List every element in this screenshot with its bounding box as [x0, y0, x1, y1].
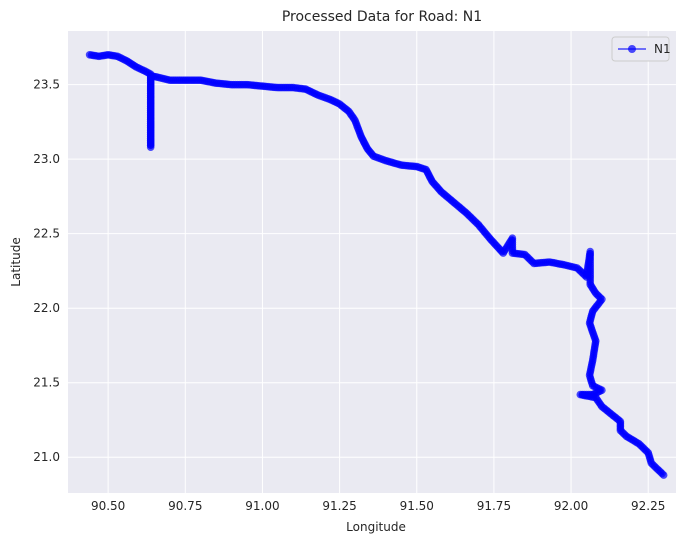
x-tick-label: 91.75 — [477, 499, 511, 513]
legend-label: N1 — [654, 42, 671, 56]
legend: N1 — [611, 36, 671, 62]
x-tick-label: 92.00 — [554, 499, 588, 513]
chart-title: Processed Data for Road: N1 — [282, 9, 482, 25]
y-axis-label: Latitude — [9, 237, 23, 286]
y-axis-ticks: 21.0 21.5 22.0 22.5 23.0 23.5 — [33, 78, 60, 465]
series-marker — [659, 471, 668, 479]
y-tick-label: 22.5 — [33, 227, 60, 241]
y-tick-label: 23.5 — [33, 78, 60, 92]
y-tick-label: 21.5 — [33, 376, 60, 390]
series-layer — [85, 51, 668, 479]
x-axis-label: Longitude — [346, 520, 406, 534]
y-tick-label: 23.0 — [33, 152, 60, 166]
y-tick-label: 22.0 — [33, 301, 60, 315]
x-tick-label: 90.75 — [168, 499, 202, 513]
x-tick-label: 91.25 — [322, 499, 356, 513]
plot-area — [68, 31, 676, 493]
x-axis-ticks: 90.50 90.75 91.00 91.25 91.50 91.75 92.00 92.25 — [91, 499, 665, 513]
y-tick-label: 21.0 — [33, 450, 60, 464]
x-tick-label: 91.50 — [400, 499, 434, 513]
x-tick-label: 91.00 — [245, 499, 279, 513]
legend-marker-icon — [628, 45, 636, 53]
x-tick-label: 92.25 — [631, 499, 665, 513]
x-tick-label: 90.50 — [91, 499, 125, 513]
